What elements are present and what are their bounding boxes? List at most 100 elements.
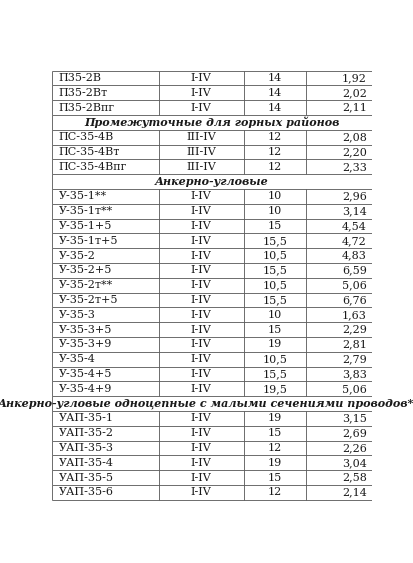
Text: 1,63: 1,63 (342, 310, 367, 320)
Text: У-35-3+5: У-35-3+5 (59, 325, 112, 334)
Text: I-IV: I-IV (191, 265, 211, 275)
Text: I-IV: I-IV (191, 339, 211, 350)
Text: 2,96: 2,96 (342, 191, 367, 202)
Text: У-35-2: У-35-2 (59, 251, 95, 261)
Text: ПС-35-4Вт: ПС-35-4Вт (59, 147, 120, 157)
Text: 15: 15 (268, 472, 282, 482)
Text: 1,92: 1,92 (342, 73, 367, 83)
Text: I-IV: I-IV (191, 191, 211, 202)
Text: 12: 12 (268, 132, 282, 142)
Text: 14: 14 (268, 102, 282, 113)
Text: 12: 12 (268, 162, 282, 172)
Text: I-IV: I-IV (191, 325, 211, 334)
Text: 15,5: 15,5 (262, 236, 287, 246)
Text: 12: 12 (268, 147, 282, 157)
Text: 4,54: 4,54 (342, 221, 367, 231)
Text: У-35-4+5: У-35-4+5 (59, 369, 112, 379)
Text: 3,15: 3,15 (342, 413, 367, 423)
Text: 19: 19 (268, 339, 282, 350)
Text: 15,5: 15,5 (262, 369, 287, 379)
Text: 4,83: 4,83 (342, 251, 367, 261)
Text: III-IV: III-IV (186, 162, 216, 172)
Text: УАП-35-3: УАП-35-3 (59, 443, 114, 453)
Text: 5,06: 5,06 (342, 280, 367, 290)
Text: 2,33: 2,33 (342, 162, 367, 172)
Text: I-IV: I-IV (191, 354, 211, 364)
Text: У-35-2т**: У-35-2т** (59, 280, 113, 290)
Text: 2,29: 2,29 (342, 325, 367, 334)
Text: Анкерно-угловые одноцепные с малыми сечениями проводов***: Анкерно-угловые одноцепные с малыми сече… (0, 398, 413, 409)
Text: УАП-35-5: УАП-35-5 (59, 472, 114, 482)
Text: У-35-1+5: У-35-1+5 (59, 221, 112, 231)
Text: I-IV: I-IV (191, 488, 211, 497)
Text: 3,04: 3,04 (342, 458, 367, 468)
Text: УАП-35-4: УАП-35-4 (59, 458, 114, 468)
Text: 6,76: 6,76 (342, 295, 367, 305)
Text: I-IV: I-IV (191, 472, 211, 482)
Text: 15: 15 (268, 221, 282, 231)
Text: 12: 12 (268, 488, 282, 497)
Text: 2,14: 2,14 (342, 488, 367, 497)
Text: У-35-3+9: У-35-3+9 (59, 339, 112, 350)
Text: П35-2В: П35-2В (59, 73, 102, 83)
Text: I-IV: I-IV (191, 280, 211, 290)
Text: 15,5: 15,5 (262, 265, 287, 275)
Text: I-IV: I-IV (191, 310, 211, 320)
Text: ПС-35-4В: ПС-35-4В (59, 132, 114, 142)
Text: УАП-35-6: УАП-35-6 (59, 488, 114, 497)
Text: 10: 10 (268, 206, 282, 216)
Text: У-35-1т+5: У-35-1т+5 (59, 236, 118, 246)
Text: 2,79: 2,79 (342, 354, 367, 364)
Text: I-IV: I-IV (191, 221, 211, 231)
Text: УАП-35-1: УАП-35-1 (59, 413, 114, 423)
Text: 15: 15 (268, 325, 282, 334)
Text: 19: 19 (268, 413, 282, 423)
Text: Анкерно-угловые: Анкерно-угловые (155, 176, 268, 187)
Text: I-IV: I-IV (191, 88, 211, 98)
Text: 2,20: 2,20 (342, 147, 367, 157)
Text: 3,83: 3,83 (342, 369, 367, 379)
Text: III-IV: III-IV (186, 147, 216, 157)
Text: 14: 14 (268, 73, 282, 83)
Text: П35-2Вт: П35-2Вт (59, 88, 108, 98)
Text: 10,5: 10,5 (262, 354, 287, 364)
Text: 15: 15 (268, 428, 282, 438)
Text: 2,26: 2,26 (342, 443, 367, 453)
Text: 4,72: 4,72 (342, 236, 367, 246)
Text: I-IV: I-IV (191, 102, 211, 113)
Text: 10: 10 (268, 310, 282, 320)
Text: I-IV: I-IV (191, 251, 211, 261)
Text: I-IV: I-IV (191, 458, 211, 468)
Text: УАП-35-2: УАП-35-2 (59, 428, 114, 438)
Text: I-IV: I-IV (191, 428, 211, 438)
Text: I-IV: I-IV (191, 369, 211, 379)
Text: 2,11: 2,11 (342, 102, 367, 113)
Text: 15,5: 15,5 (262, 295, 287, 305)
Text: 12: 12 (268, 443, 282, 453)
Text: 19: 19 (268, 458, 282, 468)
Text: I-IV: I-IV (191, 384, 211, 394)
Text: 10: 10 (268, 191, 282, 202)
Text: I-IV: I-IV (191, 206, 211, 216)
Text: П35-2Впг: П35-2Впг (59, 102, 115, 113)
Text: У-35-1т**: У-35-1т** (59, 206, 113, 216)
Text: 14: 14 (268, 88, 282, 98)
Text: 10,5: 10,5 (262, 251, 287, 261)
Text: 6,59: 6,59 (342, 265, 367, 275)
Text: У-35-4+9: У-35-4+9 (59, 384, 112, 394)
Text: У-35-3: У-35-3 (59, 310, 95, 320)
Text: Промежуточные для горных районов: Промежуточные для горных районов (84, 117, 339, 128)
Text: 3,14: 3,14 (342, 206, 367, 216)
Text: У-35-2+5: У-35-2+5 (59, 265, 112, 275)
Text: 2,58: 2,58 (342, 472, 367, 482)
Text: 5,06: 5,06 (342, 384, 367, 394)
Text: ПС-35-4Впг: ПС-35-4Впг (59, 162, 127, 172)
Text: У-35-4: У-35-4 (59, 354, 95, 364)
Text: I-IV: I-IV (191, 236, 211, 246)
Text: I-IV: I-IV (191, 295, 211, 305)
Text: У-35-1**: У-35-1** (59, 191, 107, 202)
Text: 2,69: 2,69 (342, 428, 367, 438)
Text: 2,02: 2,02 (342, 88, 367, 98)
Text: I-IV: I-IV (191, 443, 211, 453)
Text: 10,5: 10,5 (262, 280, 287, 290)
